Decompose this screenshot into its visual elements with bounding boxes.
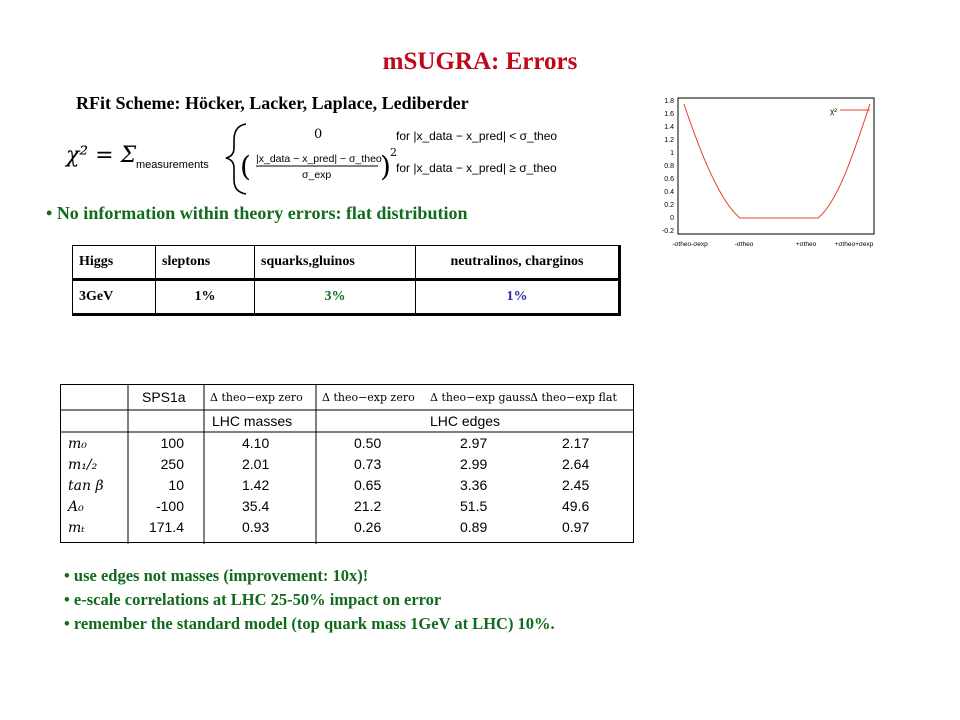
formula-case1-value: 0 <box>314 127 322 142</box>
sps-group-edges: LHC edges <box>430 413 500 429</box>
formula-exponent: 2 <box>390 146 397 159</box>
sps-row-param: tan β <box>68 478 104 494</box>
value-higgs: 3GeV <box>72 279 156 315</box>
sps-cell: 2.01 <box>242 456 269 472</box>
sps-cell: 51.5 <box>460 498 487 514</box>
value-neutralinos: 1% <box>415 279 621 315</box>
sps-cell: 49.6 <box>562 498 589 514</box>
rfit-subtitle: RFit Scheme: Höcker, Lacker, Laplace, Le… <box>76 93 469 113</box>
sps-col-header-2: Δ theo−exp zero <box>322 391 415 404</box>
formula-lhs: χ² = Σ <box>64 143 137 168</box>
sps-col-header-1: Δ theo−exp zero <box>210 391 303 404</box>
sps-cell: 2.17 <box>562 435 589 451</box>
sps-corner: SPS1a <box>142 389 186 405</box>
formula-left-paren: ( <box>240 150 251 183</box>
sps-cell: 0.89 <box>460 519 487 535</box>
sps-cell: 4.10 <box>242 435 269 451</box>
sps-cell: 2.45 <box>562 477 589 493</box>
plot-y-tick: 1.4 <box>664 124 674 131</box>
bullet-list: use edges not masses (improvement: 10x)!… <box>64 564 555 636</box>
bullet-item: e-scale correlations at LHC 25-50% impac… <box>64 588 555 612</box>
sps-cell: 0.26 <box>354 519 381 535</box>
header-squarks: squarks,gluinos <box>254 245 416 281</box>
header-higgs: Higgs <box>72 245 156 281</box>
plot-y-tick: 0.8 <box>664 163 674 170</box>
plot-y-tick: 0.2 <box>664 202 674 209</box>
plot-y-tick: 1.6 <box>664 111 674 118</box>
chi-square-formula: χ² = Σ measurements 0 for |x_data − x_pr… <box>64 123 557 195</box>
formula-sum-subscript: measurements <box>136 159 209 171</box>
plot-x-tick: -σtheo-σexp <box>672 241 708 248</box>
plot-y-tick: 1.2 <box>664 137 674 144</box>
bullet-item: remember the standard model (top quark m… <box>64 612 555 636</box>
sps-cell: 35.4 <box>242 498 269 514</box>
sps-cell: 0.50 <box>354 435 381 451</box>
formula-right-paren: ) <box>380 150 391 183</box>
sps-cell: 171.4 <box>149 519 184 535</box>
errors-table: Higgs sleptons squarks,gluinos neutralin… <box>72 245 621 316</box>
value-sleptons: 1% <box>155 279 255 315</box>
formula-case2-denominator: σ_exp <box>302 169 331 181</box>
slide-title: mSUGRA: Errors <box>382 48 578 75</box>
formula-case2-condition: for |x_data − x_pred| ≥ σ_theo <box>396 161 557 175</box>
plot-y-tick: 0 <box>670 215 674 222</box>
sps-cell: 0.97 <box>562 519 589 535</box>
sps-cell: 0.93 <box>242 519 269 535</box>
formula-case2-numerator: |x_data − x_pred| − σ_theo <box>256 153 382 165</box>
header-sleptons: sleptons <box>155 245 255 281</box>
sps-cell: -100 <box>156 498 184 514</box>
plot-y-tick: 1 <box>670 150 674 157</box>
sps-cell: 3.36 <box>460 477 487 493</box>
bullet-no-information-text: No information within theory errors: fla… <box>56 203 468 223</box>
plot-curve <box>683 103 871 219</box>
bullet-no-information: • No information within theory errors: f… <box>46 203 468 223</box>
sps-cell: 2.64 <box>562 456 589 472</box>
plot-y-tick: -0.2 <box>662 228 674 235</box>
sps-cell: 0.65 <box>354 477 381 493</box>
sps-cell: 2.99 <box>460 456 487 472</box>
sps-row-param: mₜ <box>68 520 85 536</box>
sps-cell: 21.2 <box>354 498 381 514</box>
plot-y-tick: 0.4 <box>664 189 674 196</box>
sps1a-table: SPS1a LHC masses LHC edges Δ theo−exp ze… <box>60 384 634 544</box>
sps-cell: 250 <box>161 456 185 472</box>
sps-row-param: A₀ <box>66 499 84 515</box>
sps-cell: 0.73 <box>354 456 381 472</box>
plot-x-tick: +σtheo+σexp <box>835 241 874 248</box>
sps-cell: 1.42 <box>242 477 269 493</box>
plot-x-tick: +σtheo <box>796 241 817 248</box>
bullet-item: use edges not masses (improvement: 10x)! <box>64 564 555 588</box>
plot-x-tick: -σtheo <box>735 241 754 248</box>
sps-cell: 100 <box>161 435 185 451</box>
plot-y-tick: 1.8 <box>664 98 674 105</box>
sps-col-header-3: Δ theo−exp gauss <box>430 391 531 404</box>
sps-row-param: m₁/₂ <box>68 457 98 473</box>
sps-group-masses: LHC masses <box>212 413 292 429</box>
formula-case1-condition: for |x_data − x_pred| < σ_theo <box>396 129 557 143</box>
value-squarks: 3% <box>254 279 416 315</box>
plot-legend-label: χ² <box>830 107 837 116</box>
sps-cell: 10 <box>168 477 184 493</box>
sps-cell: 2.97 <box>460 435 487 451</box>
header-neutralinos: neutralinos, charginos <box>415 245 621 281</box>
sps-col-header-4: Δ theo−exp flat <box>530 391 617 404</box>
plot-frame <box>677 97 875 235</box>
chi2-plot: 1.8 1.6 1.4 1.2 1 0.8 0.6 0.4 0.2 0 -0.2 -σtheo-σe… <box>662 97 875 248</box>
plot-y-tick: 0.6 <box>664 176 674 183</box>
sps-row-param: m₀ <box>68 436 87 452</box>
formula-left-brace <box>225 123 247 195</box>
